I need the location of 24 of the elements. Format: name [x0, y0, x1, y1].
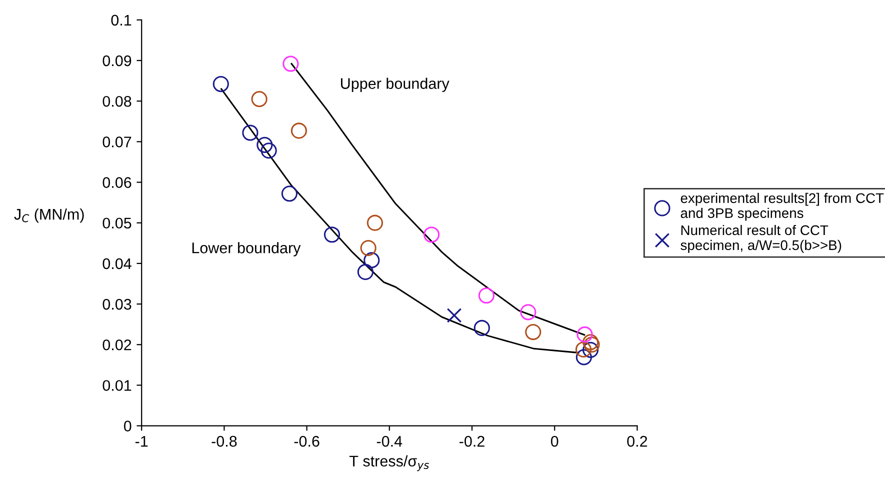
annotation: Lower boundary: [192, 242, 301, 256]
x-tick-label: 0.2: [627, 436, 648, 447]
x-tick-label: 0: [550, 436, 558, 447]
annotation: Upper boundary: [341, 78, 450, 92]
y-axis-title: J$_{C}$ (MN/m): [14, 208, 84, 223]
y-tick-label: 0.04: [102, 258, 132, 270]
y-tick-label: 0.09: [102, 55, 132, 66]
legend-label: Numerical result of CCT specimen, a/W=0.5(b>>B): [680, 224, 842, 253]
x-tick-label: -0.4: [376, 436, 402, 447]
x-tick-label: -1: [135, 436, 148, 447]
y-tick-label: 0: [124, 420, 132, 432]
y-tick-label: 0.1: [111, 14, 132, 26]
y-tick-label: 0.07: [102, 136, 132, 148]
y-tick-label: 0.05: [102, 218, 132, 229]
y-tick-label: 0.06: [102, 177, 132, 188]
y-tick-label: 0.02: [102, 339, 132, 350]
y-tick-label: 0.03: [102, 298, 132, 310]
y-tick-label: 0.01: [102, 380, 132, 391]
y-tick-label: 0.08: [102, 96, 132, 107]
legend-label: experimental results[2] from CCT and 3PB specimens: [680, 192, 884, 221]
x-tick-label: -0.8: [212, 436, 237, 447]
x-tick-label: -0.6: [294, 436, 320, 447]
x-tick-label: -0.2: [460, 436, 484, 447]
x-axis-title: T stress/σ$_{ys}$: [349, 455, 429, 472]
